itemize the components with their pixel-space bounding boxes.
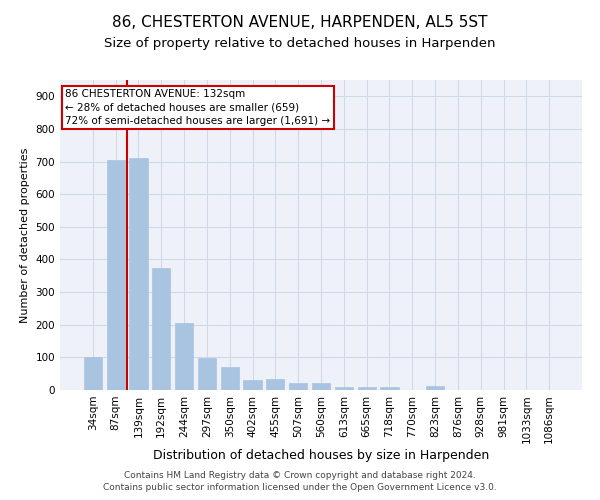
Bar — [335, 386, 353, 390]
Bar — [84, 358, 102, 390]
Bar — [244, 380, 262, 390]
X-axis label: Distribution of detached houses by size in Harpenden: Distribution of detached houses by size … — [153, 449, 489, 462]
Bar — [312, 383, 330, 390]
Bar — [198, 358, 216, 390]
Bar — [221, 367, 239, 390]
Bar — [266, 378, 284, 390]
Bar — [130, 158, 148, 390]
Text: Contains HM Land Registry data © Crown copyright and database right 2024.
Contai: Contains HM Land Registry data © Crown c… — [103, 471, 497, 492]
Bar — [152, 268, 170, 390]
Bar — [289, 383, 307, 390]
Bar — [358, 386, 376, 390]
Text: 86, CHESTERTON AVENUE, HARPENDEN, AL5 5ST: 86, CHESTERTON AVENUE, HARPENDEN, AL5 5S… — [112, 15, 488, 30]
Text: 86 CHESTERTON AVENUE: 132sqm
← 28% of detached houses are smaller (659)
72% of s: 86 CHESTERTON AVENUE: 132sqm ← 28% of de… — [65, 90, 331, 126]
Bar — [380, 386, 398, 390]
Y-axis label: Number of detached properties: Number of detached properties — [20, 148, 30, 322]
Bar — [426, 386, 444, 390]
Text: Size of property relative to detached houses in Harpenden: Size of property relative to detached ho… — [104, 38, 496, 51]
Bar — [107, 160, 125, 390]
Bar — [175, 323, 193, 390]
